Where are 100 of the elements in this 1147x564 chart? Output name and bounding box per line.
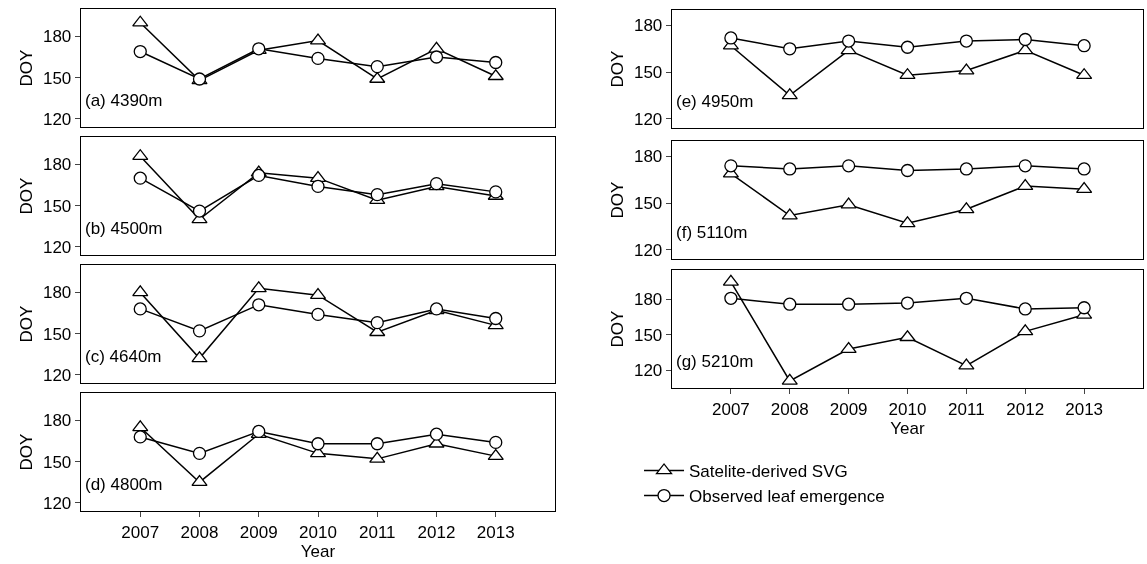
x-tick-label: 2011 — [948, 399, 985, 419]
y-tick-label: 150 — [633, 325, 663, 345]
y-axis-title: DOY — [16, 433, 36, 471]
point — [311, 51, 325, 66]
point — [959, 291, 974, 305]
y-tick-label: 180 — [633, 16, 663, 36]
x-axis-title: Year — [890, 418, 926, 438]
point — [132, 149, 149, 161]
x-tick-label: 2013 — [476, 522, 515, 542]
point — [900, 163, 915, 178]
annotation: (d) 4800m — [85, 475, 163, 494]
annotation: (f) 5110m — [676, 223, 748, 242]
point — [132, 420, 149, 432]
annotation: (a) 4390m — [85, 91, 163, 110]
x-tick-label: 2008 — [770, 399, 809, 419]
legend-label: Satelite-derived SVG — [689, 462, 848, 482]
y-axis-title: DOY — [607, 181, 627, 219]
point — [369, 451, 386, 463]
x-tick-label: 2007 — [121, 522, 160, 542]
point — [724, 159, 738, 173]
point — [900, 296, 915, 310]
y-tick-label: 180 — [633, 290, 663, 310]
point — [900, 40, 915, 54]
point — [489, 435, 503, 450]
point — [489, 55, 503, 70]
point — [958, 202, 975, 214]
point — [783, 297, 797, 311]
point — [958, 358, 975, 370]
x-tick-label: 2010 — [888, 399, 927, 419]
point — [841, 159, 856, 173]
x-tick-label: 2011 — [358, 522, 396, 542]
point — [1018, 302, 1032, 316]
point — [783, 42, 797, 56]
point — [783, 162, 797, 176]
y-axis-title: DOY — [16, 49, 36, 87]
y-tick-label: 120 — [42, 109, 72, 129]
point — [899, 68, 916, 80]
point — [429, 50, 444, 64]
point — [133, 44, 147, 59]
y-tick-label: 180 — [42, 411, 72, 431]
point — [1077, 162, 1091, 176]
y-tick-label: 120 — [42, 493, 72, 513]
x-tick-label: 2007 — [711, 399, 750, 419]
point — [724, 31, 738, 45]
x-tick-label: 2009 — [239, 522, 278, 542]
x-tick-label: 2012 — [417, 522, 456, 542]
point — [958, 63, 975, 75]
point — [133, 171, 147, 185]
x-axis-title: Year — [300, 541, 336, 561]
legend-label: Observed leaf emergence — [689, 487, 885, 507]
point — [899, 216, 916, 228]
point — [1018, 159, 1032, 173]
point — [133, 302, 147, 316]
point — [191, 351, 208, 363]
point — [370, 437, 384, 451]
point — [429, 427, 444, 441]
y-tick-label: 120 — [633, 240, 663, 260]
point — [252, 168, 266, 183]
point — [132, 285, 149, 297]
point — [192, 324, 207, 338]
x-tick-label: 2012 — [1006, 399, 1045, 419]
x-tick-label: 2013 — [1065, 399, 1104, 419]
point — [724, 291, 738, 305]
point — [311, 437, 325, 451]
y-tick-label: 150 — [42, 68, 72, 88]
point — [132, 15, 149, 27]
point — [781, 373, 798, 385]
annotation: (e) 4950m — [676, 92, 754, 111]
y-tick-label: 120 — [42, 237, 72, 257]
point — [1077, 39, 1091, 53]
y-tick-label: 180 — [42, 155, 72, 175]
point — [311, 307, 325, 322]
point — [1075, 181, 1093, 194]
y-axis-title: DOY — [607, 50, 627, 88]
y-tick-label: 150 — [633, 63, 663, 83]
point — [192, 446, 207, 461]
point — [191, 475, 208, 487]
point — [252, 298, 266, 312]
y-axis-title: DOY — [607, 310, 627, 348]
annotation: (g) 5210m — [676, 352, 754, 371]
point — [487, 448, 504, 461]
point — [489, 311, 503, 326]
x-tick-label: 2010 — [299, 522, 337, 542]
point — [840, 197, 857, 209]
point — [192, 204, 207, 218]
y-tick-label: 120 — [42, 365, 72, 385]
annotation: (c) 4640m — [85, 347, 162, 366]
point — [370, 315, 384, 330]
point — [781, 88, 798, 100]
y-tick-label: 120 — [633, 109, 663, 129]
y-tick-label: 150 — [633, 194, 663, 214]
point — [1018, 32, 1032, 47]
point — [133, 430, 147, 444]
point — [899, 330, 916, 342]
point — [959, 34, 974, 48]
point — [841, 297, 856, 311]
point — [370, 59, 384, 74]
y-axis-title: DOY — [16, 305, 36, 343]
point — [959, 162, 974, 176]
point — [250, 281, 267, 293]
